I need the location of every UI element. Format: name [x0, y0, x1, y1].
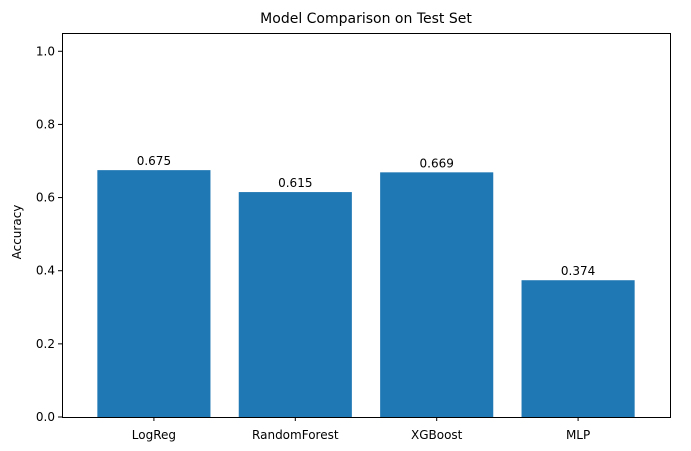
data-label-mlp: 0.374 [561, 264, 595, 278]
y-tick-label: 0.8 [36, 117, 55, 131]
bar-randomforest [238, 192, 352, 417]
y-tick-label: 0.2 [36, 337, 55, 351]
y-tick-label: 0.0 [36, 410, 55, 424]
y-tick-label: 0.6 [36, 191, 55, 205]
x-ticks-layer: LogReg RandomForest XGBoost MLP [132, 417, 590, 442]
chart-title: Model Comparison on Test Set [260, 11, 472, 27]
axes-frame [62, 33, 671, 418]
y-axis-label: Accuracy [10, 205, 24, 260]
y-ticks-layer: 0.0 0.2 0.4 0.6 0.8 1.0 [36, 44, 62, 424]
bar-xgboost [380, 172, 494, 417]
data-label-xgboost: 0.669 [420, 156, 454, 170]
bars-layer: 0.675 0.615 0.669 0.374 [97, 154, 635, 417]
x-tick-label: RandomForest [252, 428, 339, 442]
data-label-randomforest: 0.615 [278, 176, 312, 190]
x-tick-label: XGBoost [411, 428, 463, 442]
bar-mlp [521, 280, 635, 417]
y-tick-label: 1.0 [36, 44, 55, 58]
y-tick-label: 0.4 [36, 264, 55, 278]
bar-logreg [97, 170, 211, 417]
x-tick-label: LogReg [132, 428, 176, 442]
x-tick-label: MLP [566, 428, 590, 442]
data-label-logreg: 0.675 [137, 154, 171, 168]
